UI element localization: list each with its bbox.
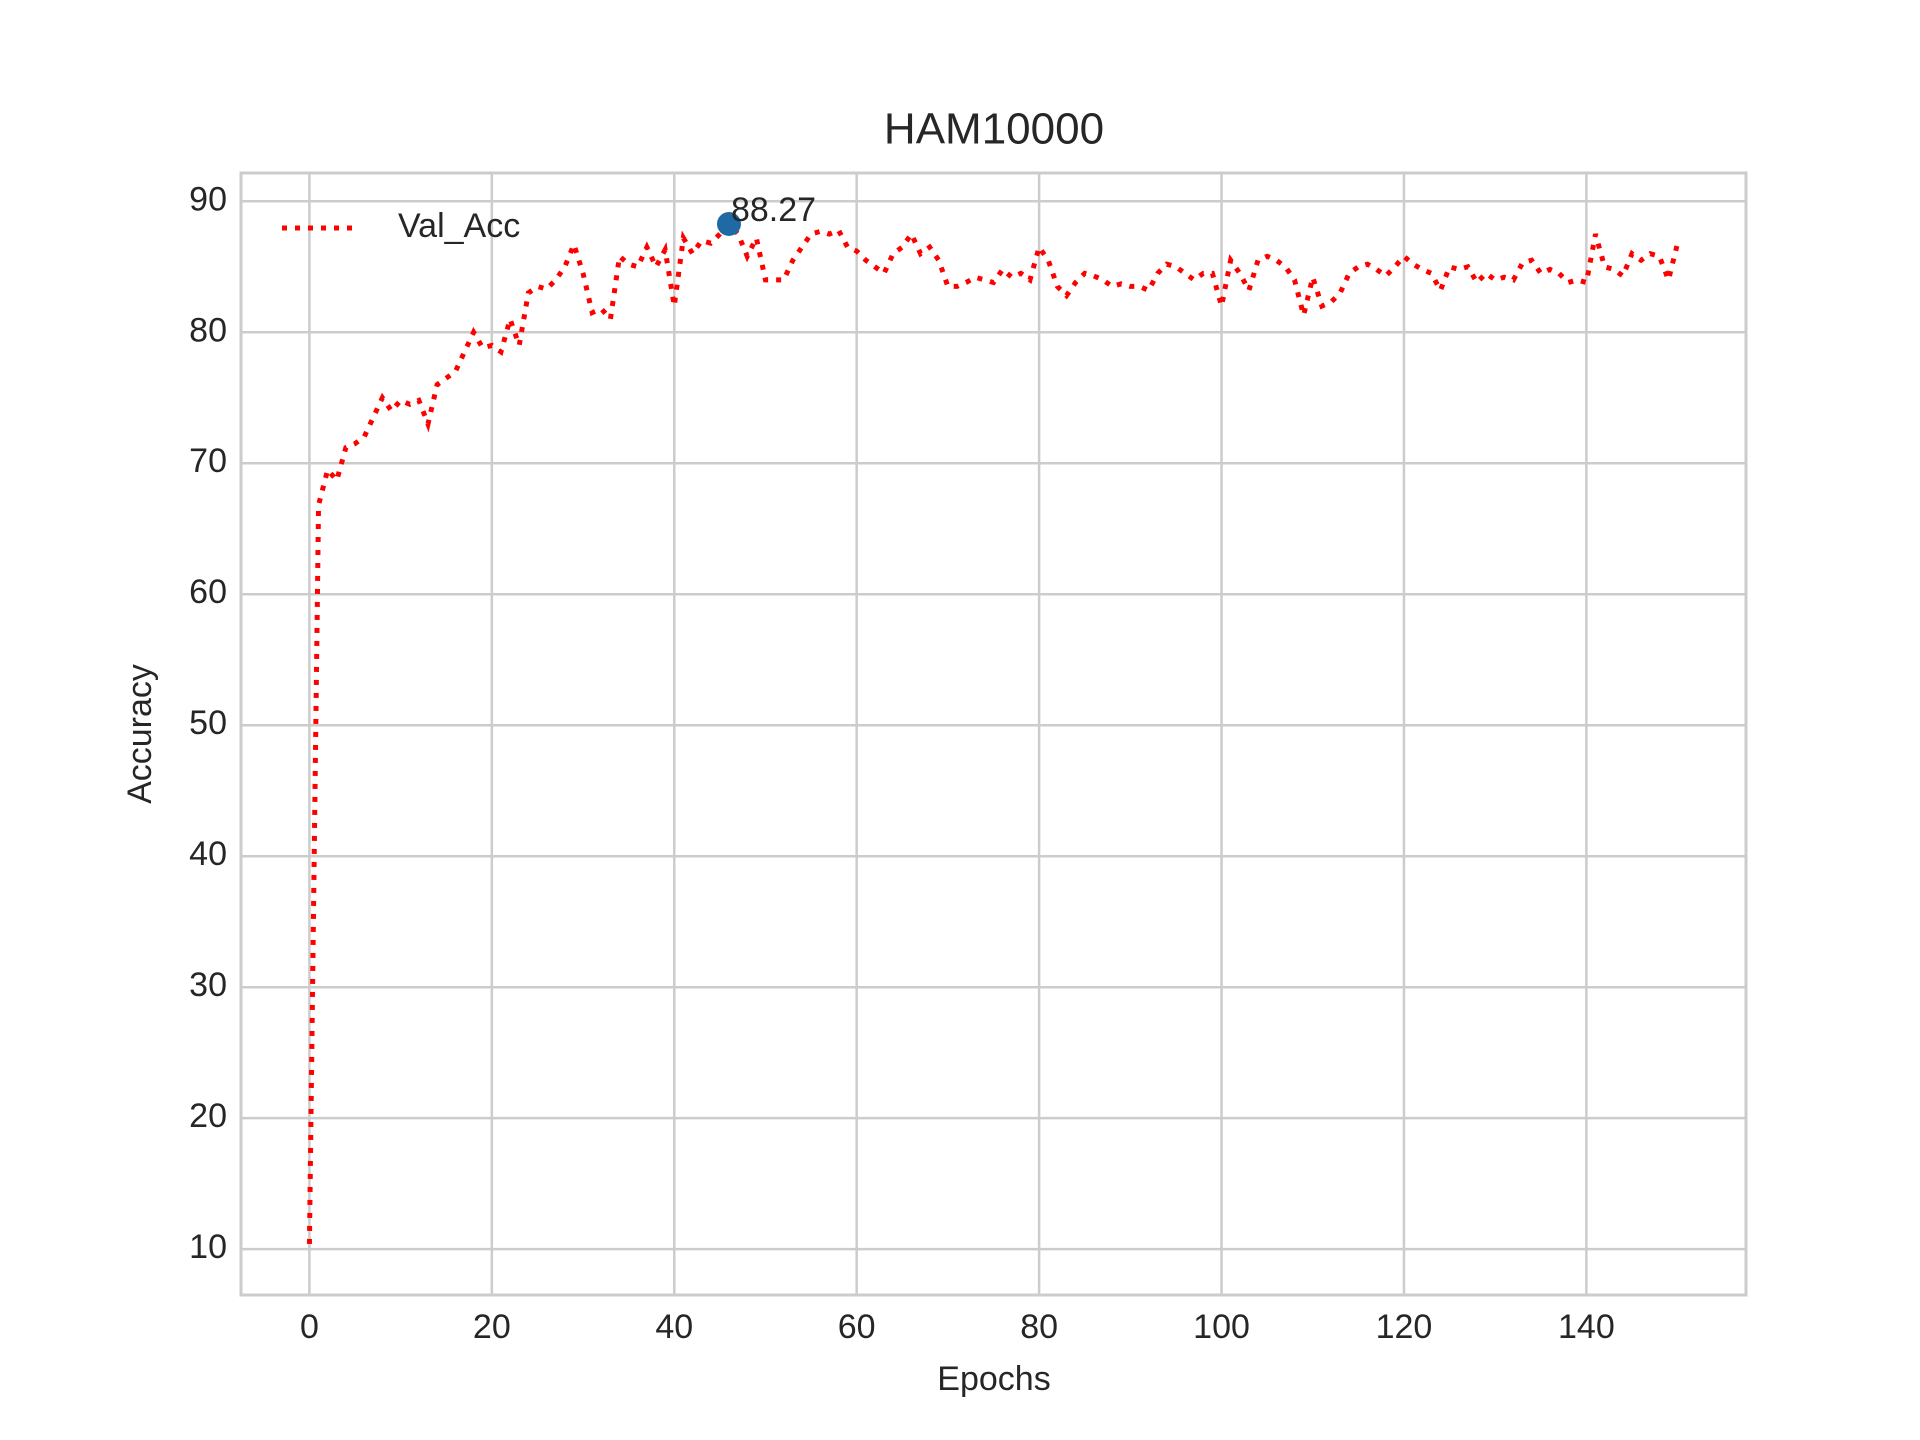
annotation-label: 88.27 <box>731 191 816 229</box>
x-tick-label: 40 <box>655 1308 693 1346</box>
x-tick-label: 80 <box>1020 1308 1058 1346</box>
plot-frame <box>239 171 1748 1297</box>
x-tick-label: 60 <box>838 1308 876 1346</box>
y-tick-label: 10 <box>189 1228 227 1266</box>
y-tick-label: 70 <box>189 442 227 480</box>
y-tick-label: 30 <box>189 966 227 1004</box>
y-tick-label: 60 <box>189 573 227 611</box>
annotation-marker <box>716 211 741 236</box>
y-tick-label: 40 <box>189 835 227 873</box>
x-axis-label: Epochs <box>937 1360 1050 1398</box>
y-axis-label: Accuracy <box>121 664 159 804</box>
legend-label: Val_Acc <box>398 207 520 245</box>
y-tick-label: 90 <box>189 180 227 218</box>
x-tick-label: 140 <box>1558 1308 1615 1346</box>
y-tick-label: 80 <box>189 311 227 349</box>
chart-title: HAM10000 <box>884 105 1104 154</box>
x-tick-label: 120 <box>1376 1308 1433 1346</box>
y-tick-label: 50 <box>189 704 227 742</box>
data-line <box>306 220 1681 1244</box>
y-tick-label: 20 <box>189 1097 227 1135</box>
x-tick-label: 100 <box>1193 1308 1250 1346</box>
x-tick-label: 20 <box>473 1308 511 1346</box>
x-tick-label: 0 <box>300 1308 319 1346</box>
